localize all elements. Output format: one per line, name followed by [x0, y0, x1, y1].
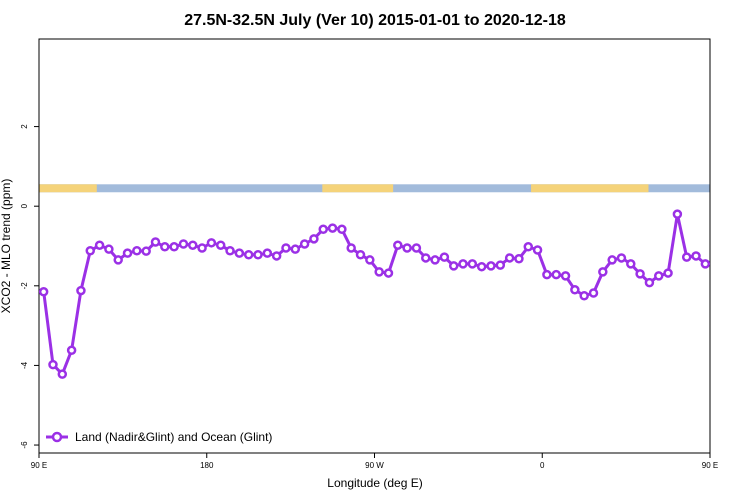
- series-layer: [38, 209, 711, 379]
- land-band-segment-1: [322, 184, 394, 193]
- data-point: [560, 271, 571, 281]
- data-point: [644, 277, 655, 288]
- data-point: [66, 345, 77, 356]
- data-point: [94, 240, 105, 250]
- data-point: [141, 246, 151, 256]
- data-point: [476, 261, 487, 272]
- data-point: [579, 291, 589, 301]
- x-tick-label: 0: [540, 461, 545, 470]
- data-point: [150, 237, 161, 247]
- data-point: [374, 267, 384, 277]
- data-point: [383, 268, 394, 278]
- data-point: [681, 252, 692, 262]
- data-point: [234, 248, 245, 258]
- data-point: [337, 224, 347, 235]
- y-tick-label: -4: [20, 361, 29, 369]
- data-point: [206, 238, 217, 248]
- data-point: [598, 267, 608, 277]
- land-band-segment-2: [531, 184, 649, 193]
- plot-area-frame: [38, 38, 711, 454]
- data-point: [393, 240, 403, 250]
- data-point: [188, 240, 198, 250]
- data-point: [299, 239, 310, 249]
- data-point: [691, 251, 701, 261]
- legend-marker-swatch: [51, 431, 63, 443]
- data-point: [635, 269, 645, 279]
- data-point: [430, 255, 440, 265]
- x-tick-label: 90 E: [31, 461, 47, 470]
- data-point: [104, 244, 114, 254]
- series-line-0: [42, 212, 707, 376]
- data-point: [281, 243, 291, 253]
- data-point: [113, 255, 123, 265]
- y-axis: -6 -4 -2 0 2: [20, 124, 39, 449]
- data-point: [178, 239, 189, 249]
- data-point: [402, 243, 412, 253]
- data-point: [85, 246, 96, 256]
- surface-band: [39, 184, 710, 193]
- data-point: [38, 287, 49, 297]
- data-point: [48, 359, 58, 370]
- data-point: [411, 243, 422, 253]
- x-axis-label: Longitude (deg E): [327, 476, 422, 490]
- data-point: [243, 250, 254, 260]
- x-tick-label: 180: [200, 461, 214, 470]
- data-point: [262, 248, 273, 258]
- x-tick-label: 90 W: [365, 461, 384, 470]
- data-point: [318, 224, 328, 235]
- legend: Land (Nadir&Glint) and Ocean (Glint): [46, 430, 272, 444]
- data-point: [672, 209, 683, 219]
- data-point: [514, 253, 524, 264]
- data-point: [365, 255, 375, 265]
- data-point: [653, 271, 664, 281]
- data-point: [132, 246, 142, 256]
- legend-entry-label: Land (Nadir&Glint) and Ocean (Glint): [75, 430, 272, 444]
- data-point: [327, 223, 338, 233]
- y-tick-label: 2: [20, 124, 29, 129]
- data-point: [439, 252, 450, 262]
- data-point: [551, 269, 561, 280]
- y-tick-label: 0: [20, 203, 29, 208]
- data-point: [523, 242, 534, 252]
- data-point: [504, 253, 515, 263]
- data-point: [215, 240, 226, 250]
- x-axis: 90 E 180 90 W 0 90 E: [31, 453, 718, 470]
- data-point: [532, 245, 543, 255]
- data-point: [253, 250, 263, 260]
- data-point: [290, 244, 301, 254]
- land-band-segment-0: [39, 184, 97, 193]
- data-point: [700, 259, 711, 269]
- data-point: [486, 261, 496, 271]
- data-point: [458, 259, 468, 269]
- data-point: [570, 285, 580, 295]
- data-point: [271, 251, 282, 261]
- data-point: [225, 246, 235, 256]
- data-point: [448, 261, 459, 271]
- data-point: [607, 255, 617, 265]
- data-point: [355, 250, 366, 260]
- data-point: [663, 268, 673, 278]
- data-point: [626, 259, 636, 269]
- chart-title: 27.5N-32.5N July (Ver 10) 2015-01-01 to …: [184, 12, 566, 29]
- y-axis-label: XCO2 - MLO trend (ppm): [0, 179, 13, 314]
- data-point: [76, 285, 86, 296]
- x-tick-label: 90 E: [702, 461, 718, 470]
- data-point: [616, 253, 627, 263]
- data-point: [495, 260, 506, 270]
- y-tick-label: -2: [20, 282, 29, 290]
- data-point: [160, 242, 170, 252]
- data-point: [169, 242, 179, 252]
- data-point: [542, 269, 552, 280]
- data-point: [197, 243, 207, 253]
- data-point: [588, 288, 599, 298]
- data-point: [421, 253, 431, 263]
- data-point: [309, 234, 319, 244]
- data-point: [122, 248, 133, 258]
- data-point: [467, 259, 478, 269]
- data-point: [346, 243, 356, 253]
- y-tick-label: -6: [20, 441, 29, 449]
- data-point: [57, 369, 68, 379]
